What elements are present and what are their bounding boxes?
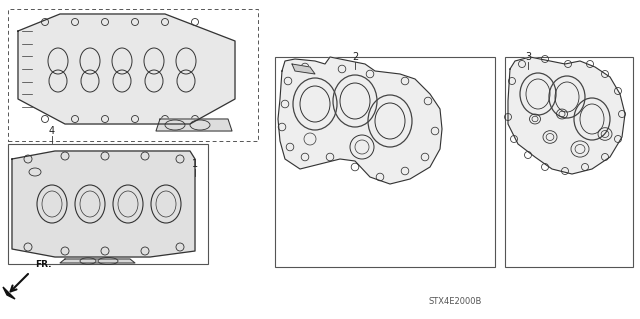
Polygon shape — [156, 119, 232, 131]
Polygon shape — [292, 64, 315, 74]
Polygon shape — [60, 259, 135, 263]
Text: 1: 1 — [192, 159, 198, 169]
Polygon shape — [12, 151, 195, 257]
Text: FR.: FR. — [35, 260, 51, 269]
Bar — [275, 57, 495, 267]
Text: 3: 3 — [525, 52, 531, 62]
Polygon shape — [3, 287, 15, 299]
Bar — [8, 144, 208, 264]
Polygon shape — [18, 14, 235, 124]
Bar — [505, 57, 633, 267]
Bar — [8, 9, 258, 141]
Text: 2: 2 — [352, 52, 358, 62]
Polygon shape — [508, 57, 625, 174]
Text: STX4E2000B: STX4E2000B — [428, 297, 482, 306]
Text: 4: 4 — [49, 126, 55, 136]
Polygon shape — [278, 57, 442, 184]
